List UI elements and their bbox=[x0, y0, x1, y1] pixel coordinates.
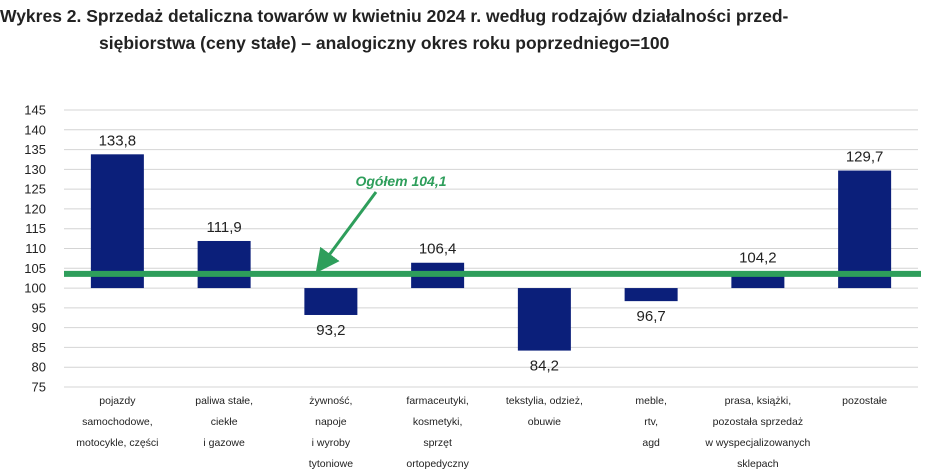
y-tick-label: 80 bbox=[32, 360, 46, 375]
y-tick-label: 120 bbox=[24, 201, 46, 216]
data-label: 104,2 bbox=[739, 249, 777, 266]
data-label: 84,2 bbox=[530, 358, 559, 375]
y-tick-label: 85 bbox=[32, 340, 46, 355]
y-tick-label: 130 bbox=[24, 162, 46, 177]
y-tick-label: 125 bbox=[24, 182, 46, 197]
category-label: pojazdy samochodowe, motocykle, części bbox=[76, 395, 158, 449]
y-tick-label: 145 bbox=[24, 103, 46, 118]
bar bbox=[624, 288, 678, 302]
data-label: 111,9 bbox=[206, 219, 241, 236]
category-label: pozostałe bbox=[842, 395, 887, 407]
y-tick-label: 140 bbox=[24, 122, 46, 137]
y-tick-label: 75 bbox=[32, 380, 46, 395]
chart-title-line-1: Wykres 2. Sprzedaż detaliczna towarów w … bbox=[0, 6, 789, 26]
data-label: 93,2 bbox=[316, 322, 345, 339]
y-tick-label: 135 bbox=[24, 142, 46, 157]
category-label: tekstylia, odzież, obuwie bbox=[506, 395, 583, 428]
y-tick-label: 115 bbox=[25, 221, 46, 236]
y-tick-label: 95 bbox=[32, 300, 46, 315]
annotation-arrow bbox=[315, 191, 378, 274]
data-label: 133,8 bbox=[99, 132, 137, 149]
category-label: paliwa stałe, ciekłe i gazowe bbox=[195, 395, 253, 449]
y-tick-label: 100 bbox=[24, 281, 46, 296]
bar bbox=[304, 288, 358, 315]
data-label: 129,7 bbox=[846, 149, 884, 166]
category-label: farmaceutyki, kosmetyki, sprzęt ortopedyczn… bbox=[406, 395, 469, 470]
bar bbox=[838, 170, 892, 289]
category-label: meble, rtv, agd bbox=[635, 395, 667, 449]
y-tick-label: 105 bbox=[24, 261, 46, 276]
chart-title-line-2: siębiorstwa (ceny stałe) – analogiczny o… bbox=[99, 33, 670, 53]
y-tick-label: 90 bbox=[32, 320, 46, 335]
data-label: 106,4 bbox=[419, 241, 457, 258]
data-label: 96,7 bbox=[637, 308, 666, 325]
bar bbox=[197, 240, 251, 289]
reference-annotation: Ogółem 104,1 bbox=[355, 173, 446, 189]
y-tick-label: 110 bbox=[25, 241, 46, 256]
bar bbox=[90, 154, 144, 289]
bar bbox=[517, 288, 571, 351]
category-label: prasa, książki, pozostała sprzedaż w wyspe… bbox=[704, 395, 810, 470]
category-label: żywność, napoje i wyroby tytoniowe bbox=[309, 395, 354, 470]
